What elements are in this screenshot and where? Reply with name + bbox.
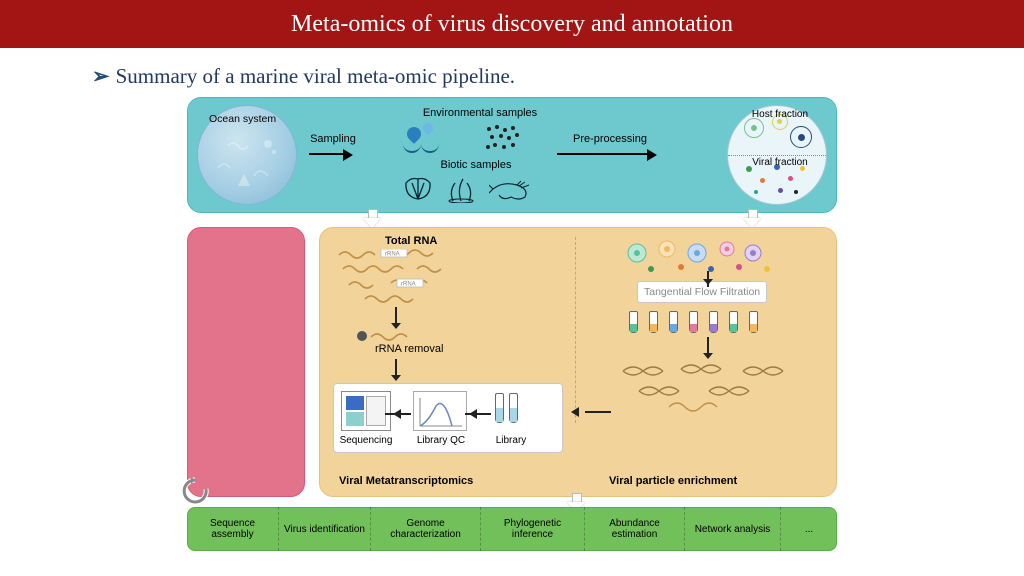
arrow-preprocessing — [557, 149, 657, 161]
svg-text:rRNA: rRNA — [385, 252, 400, 258]
droplet-icon — [404, 124, 424, 144]
tube-icon — [495, 393, 504, 423]
bullet-icon: ➢ — [92, 64, 110, 89]
loop-arrow-icon — [181, 477, 211, 507]
preprocessing-label: Pre-processing — [565, 133, 655, 146]
env-samples-label: Environmental samples — [415, 107, 545, 120]
shrimp-icon — [489, 179, 533, 201]
tube-icon — [689, 311, 698, 333]
qc-chart — [413, 391, 467, 431]
seaweed-icon — [447, 175, 477, 203]
bot-abundance: Abundance estimation — [585, 507, 685, 551]
rna-bound — [369, 329, 419, 343]
tube-icon — [729, 311, 738, 333]
page-title: Meta-omics of virus discovery and annota… — [291, 11, 733, 38]
bot-more: ... — [781, 507, 837, 551]
arrow-right-to-lib — [571, 407, 611, 417]
arrow-into-tff — [703, 271, 713, 285]
pipeline-diagram: Ocean system Sampling Environmental samp… — [187, 97, 837, 551]
section-metatrans: Viral Metatranscriptomics — [339, 475, 473, 487]
sampling-label: Sampling — [307, 133, 359, 146]
sequencing-label: Sequencing — [337, 435, 395, 446]
bot-virus-id: Virus identification — [279, 507, 371, 551]
bead-icon — [357, 331, 367, 341]
tube-icon — [669, 311, 678, 333]
bot-seq-assembly: Sequence assembly — [187, 507, 279, 551]
tube-icon — [649, 311, 658, 333]
tube-icon — [709, 311, 718, 333]
title-bar: Meta-omics of virus discovery and annota… — [0, 0, 1024, 48]
arrow-down-right — [743, 209, 761, 229]
summary-text: Summary of a marine viral meta-omic pipe… — [116, 64, 515, 89]
section-enrichment: Viral particle enrichment — [609, 475, 737, 487]
tube-icon — [629, 311, 638, 333]
arrow-lib-to-qc — [469, 409, 491, 419]
library-label: Library — [487, 435, 535, 446]
rrna-removal-label: rRNA removal — [375, 343, 443, 356]
svg-text:rRNA: rRNA — [401, 282, 416, 288]
arrow-to-seq — [391, 359, 401, 381]
wave-icon — [403, 143, 439, 153]
bot-phylo: Phylogenetic inference — [481, 507, 585, 551]
viral-fraction-label: Viral fraction — [745, 157, 815, 169]
arrow-sampling — [309, 149, 353, 161]
shell-icon — [403, 177, 433, 201]
arrow-to-dna — [703, 337, 713, 359]
sequencer-icon — [341, 391, 391, 431]
droplet-icon — [421, 121, 435, 135]
total-rna-label: Total RNA — [385, 235, 437, 248]
tube-icon — [749, 311, 758, 333]
arrow-qc-to-seq — [393, 409, 411, 419]
dna-icons — [619, 363, 809, 413]
biotic-samples-label: Biotic samples — [431, 159, 521, 172]
arrow-down-left — [363, 209, 381, 229]
panel-divider — [575, 237, 576, 423]
ocean-label: Ocean system — [209, 113, 276, 125]
bot-network: Network analysis — [685, 507, 781, 551]
particle-cluster-icon — [483, 123, 525, 157]
host-fraction-label: Host fraction — [745, 109, 815, 121]
arrow-rrna — [391, 307, 401, 329]
library-qc-label: Library QC — [411, 435, 471, 446]
summary-line: ➢ Summary of a marine viral meta-omic pi… — [92, 64, 1024, 89]
rna-squiggles: rRNA rRNA — [337, 249, 457, 305]
bot-genome-char: Genome characterization — [371, 507, 481, 551]
tube-icon — [509, 393, 518, 423]
